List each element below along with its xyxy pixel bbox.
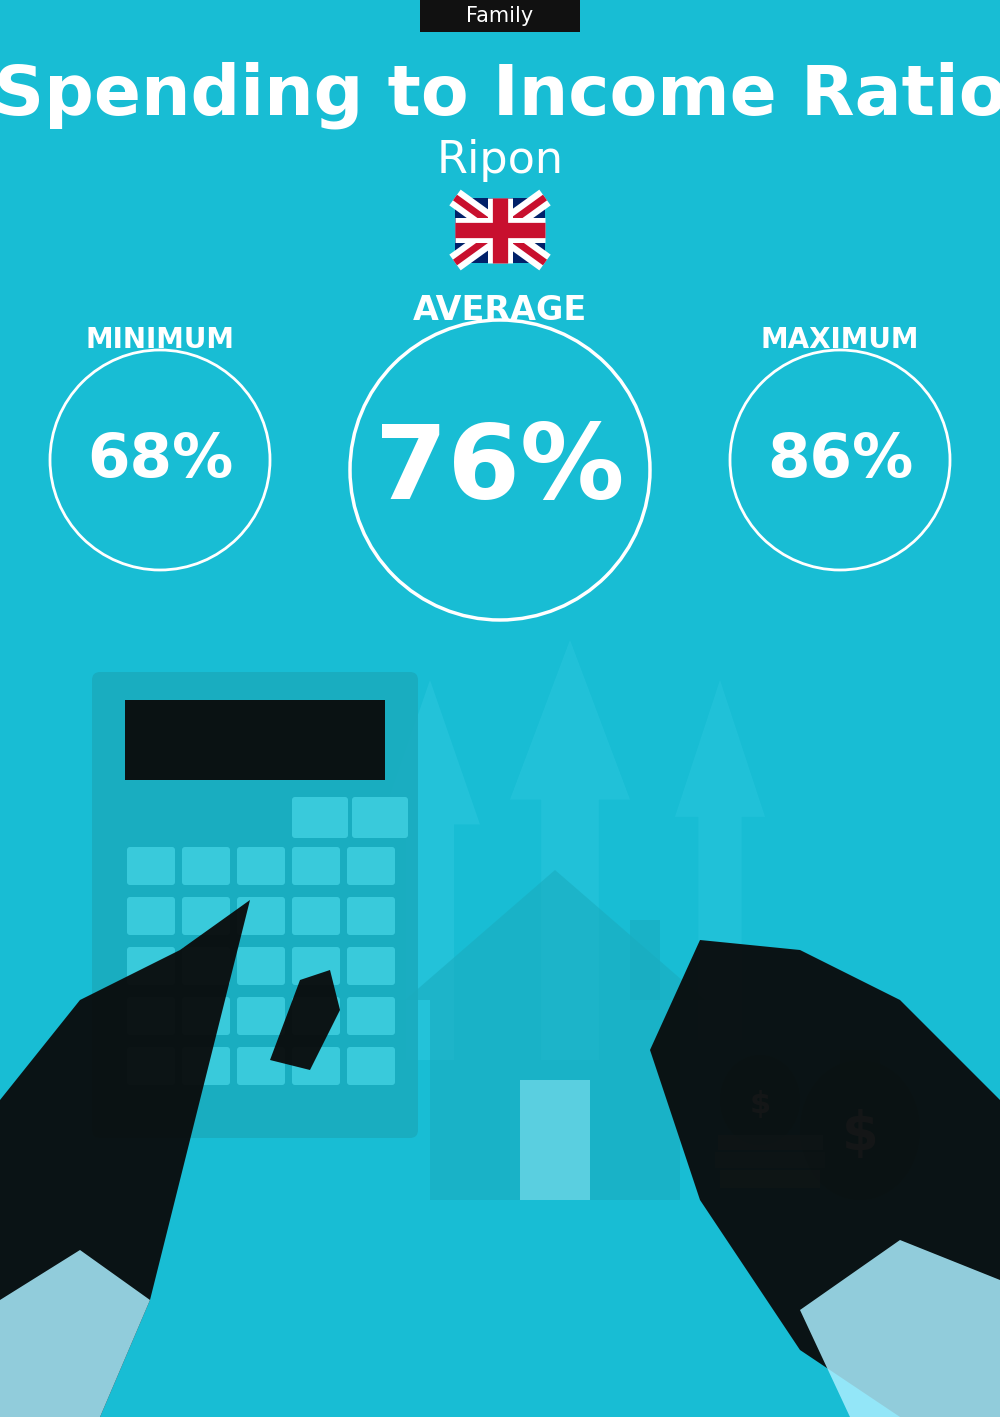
FancyBboxPatch shape bbox=[347, 1047, 395, 1085]
FancyBboxPatch shape bbox=[630, 920, 660, 1000]
Text: MINIMUM: MINIMUM bbox=[86, 326, 234, 354]
FancyBboxPatch shape bbox=[347, 847, 395, 886]
Text: $: $ bbox=[749, 1091, 771, 1119]
FancyBboxPatch shape bbox=[420, 0, 580, 33]
Polygon shape bbox=[650, 939, 1000, 1417]
FancyBboxPatch shape bbox=[520, 1080, 590, 1200]
Ellipse shape bbox=[800, 1060, 920, 1200]
FancyBboxPatch shape bbox=[182, 897, 230, 935]
FancyBboxPatch shape bbox=[347, 998, 395, 1034]
Text: MAXIMUM: MAXIMUM bbox=[761, 326, 919, 354]
FancyBboxPatch shape bbox=[292, 847, 340, 886]
FancyBboxPatch shape bbox=[237, 847, 285, 886]
Polygon shape bbox=[0, 1250, 150, 1417]
Text: Family: Family bbox=[466, 6, 534, 26]
FancyBboxPatch shape bbox=[92, 672, 418, 1138]
FancyBboxPatch shape bbox=[237, 947, 285, 985]
Text: 86%: 86% bbox=[767, 431, 913, 489]
Polygon shape bbox=[405, 870, 705, 1000]
FancyBboxPatch shape bbox=[127, 1047, 175, 1085]
FancyBboxPatch shape bbox=[292, 998, 340, 1034]
FancyBboxPatch shape bbox=[715, 1152, 825, 1168]
FancyBboxPatch shape bbox=[292, 947, 340, 985]
FancyBboxPatch shape bbox=[127, 897, 175, 935]
FancyBboxPatch shape bbox=[720, 1170, 820, 1187]
Polygon shape bbox=[430, 1000, 680, 1200]
FancyBboxPatch shape bbox=[125, 700, 385, 779]
Text: 76%: 76% bbox=[375, 419, 625, 520]
Bar bbox=[455, 197, 545, 262]
FancyBboxPatch shape bbox=[182, 947, 230, 985]
FancyBboxPatch shape bbox=[127, 947, 175, 985]
FancyBboxPatch shape bbox=[455, 197, 545, 262]
FancyBboxPatch shape bbox=[347, 947, 395, 985]
Polygon shape bbox=[510, 640, 630, 1060]
FancyBboxPatch shape bbox=[127, 847, 175, 886]
FancyBboxPatch shape bbox=[840, 1050, 880, 1080]
Polygon shape bbox=[675, 680, 765, 1040]
FancyBboxPatch shape bbox=[292, 796, 348, 837]
FancyBboxPatch shape bbox=[127, 998, 175, 1034]
FancyBboxPatch shape bbox=[237, 1047, 285, 1085]
Polygon shape bbox=[800, 1240, 1000, 1417]
Text: AVERAGE: AVERAGE bbox=[413, 293, 587, 326]
Text: Spending to Income Ratio: Spending to Income Ratio bbox=[0, 61, 1000, 129]
FancyBboxPatch shape bbox=[347, 897, 395, 935]
FancyBboxPatch shape bbox=[182, 998, 230, 1034]
FancyBboxPatch shape bbox=[182, 1047, 230, 1085]
Text: Ripon: Ripon bbox=[436, 139, 564, 181]
Ellipse shape bbox=[720, 1056, 800, 1145]
Polygon shape bbox=[270, 971, 340, 1070]
Polygon shape bbox=[0, 900, 250, 1417]
FancyBboxPatch shape bbox=[292, 1047, 340, 1085]
FancyBboxPatch shape bbox=[292, 897, 340, 935]
FancyBboxPatch shape bbox=[182, 847, 230, 886]
Text: 68%: 68% bbox=[87, 431, 233, 489]
FancyBboxPatch shape bbox=[352, 796, 408, 837]
FancyBboxPatch shape bbox=[237, 897, 285, 935]
Text: $: $ bbox=[842, 1110, 878, 1161]
Polygon shape bbox=[380, 680, 480, 1060]
FancyBboxPatch shape bbox=[718, 1135, 823, 1151]
FancyBboxPatch shape bbox=[237, 998, 285, 1034]
